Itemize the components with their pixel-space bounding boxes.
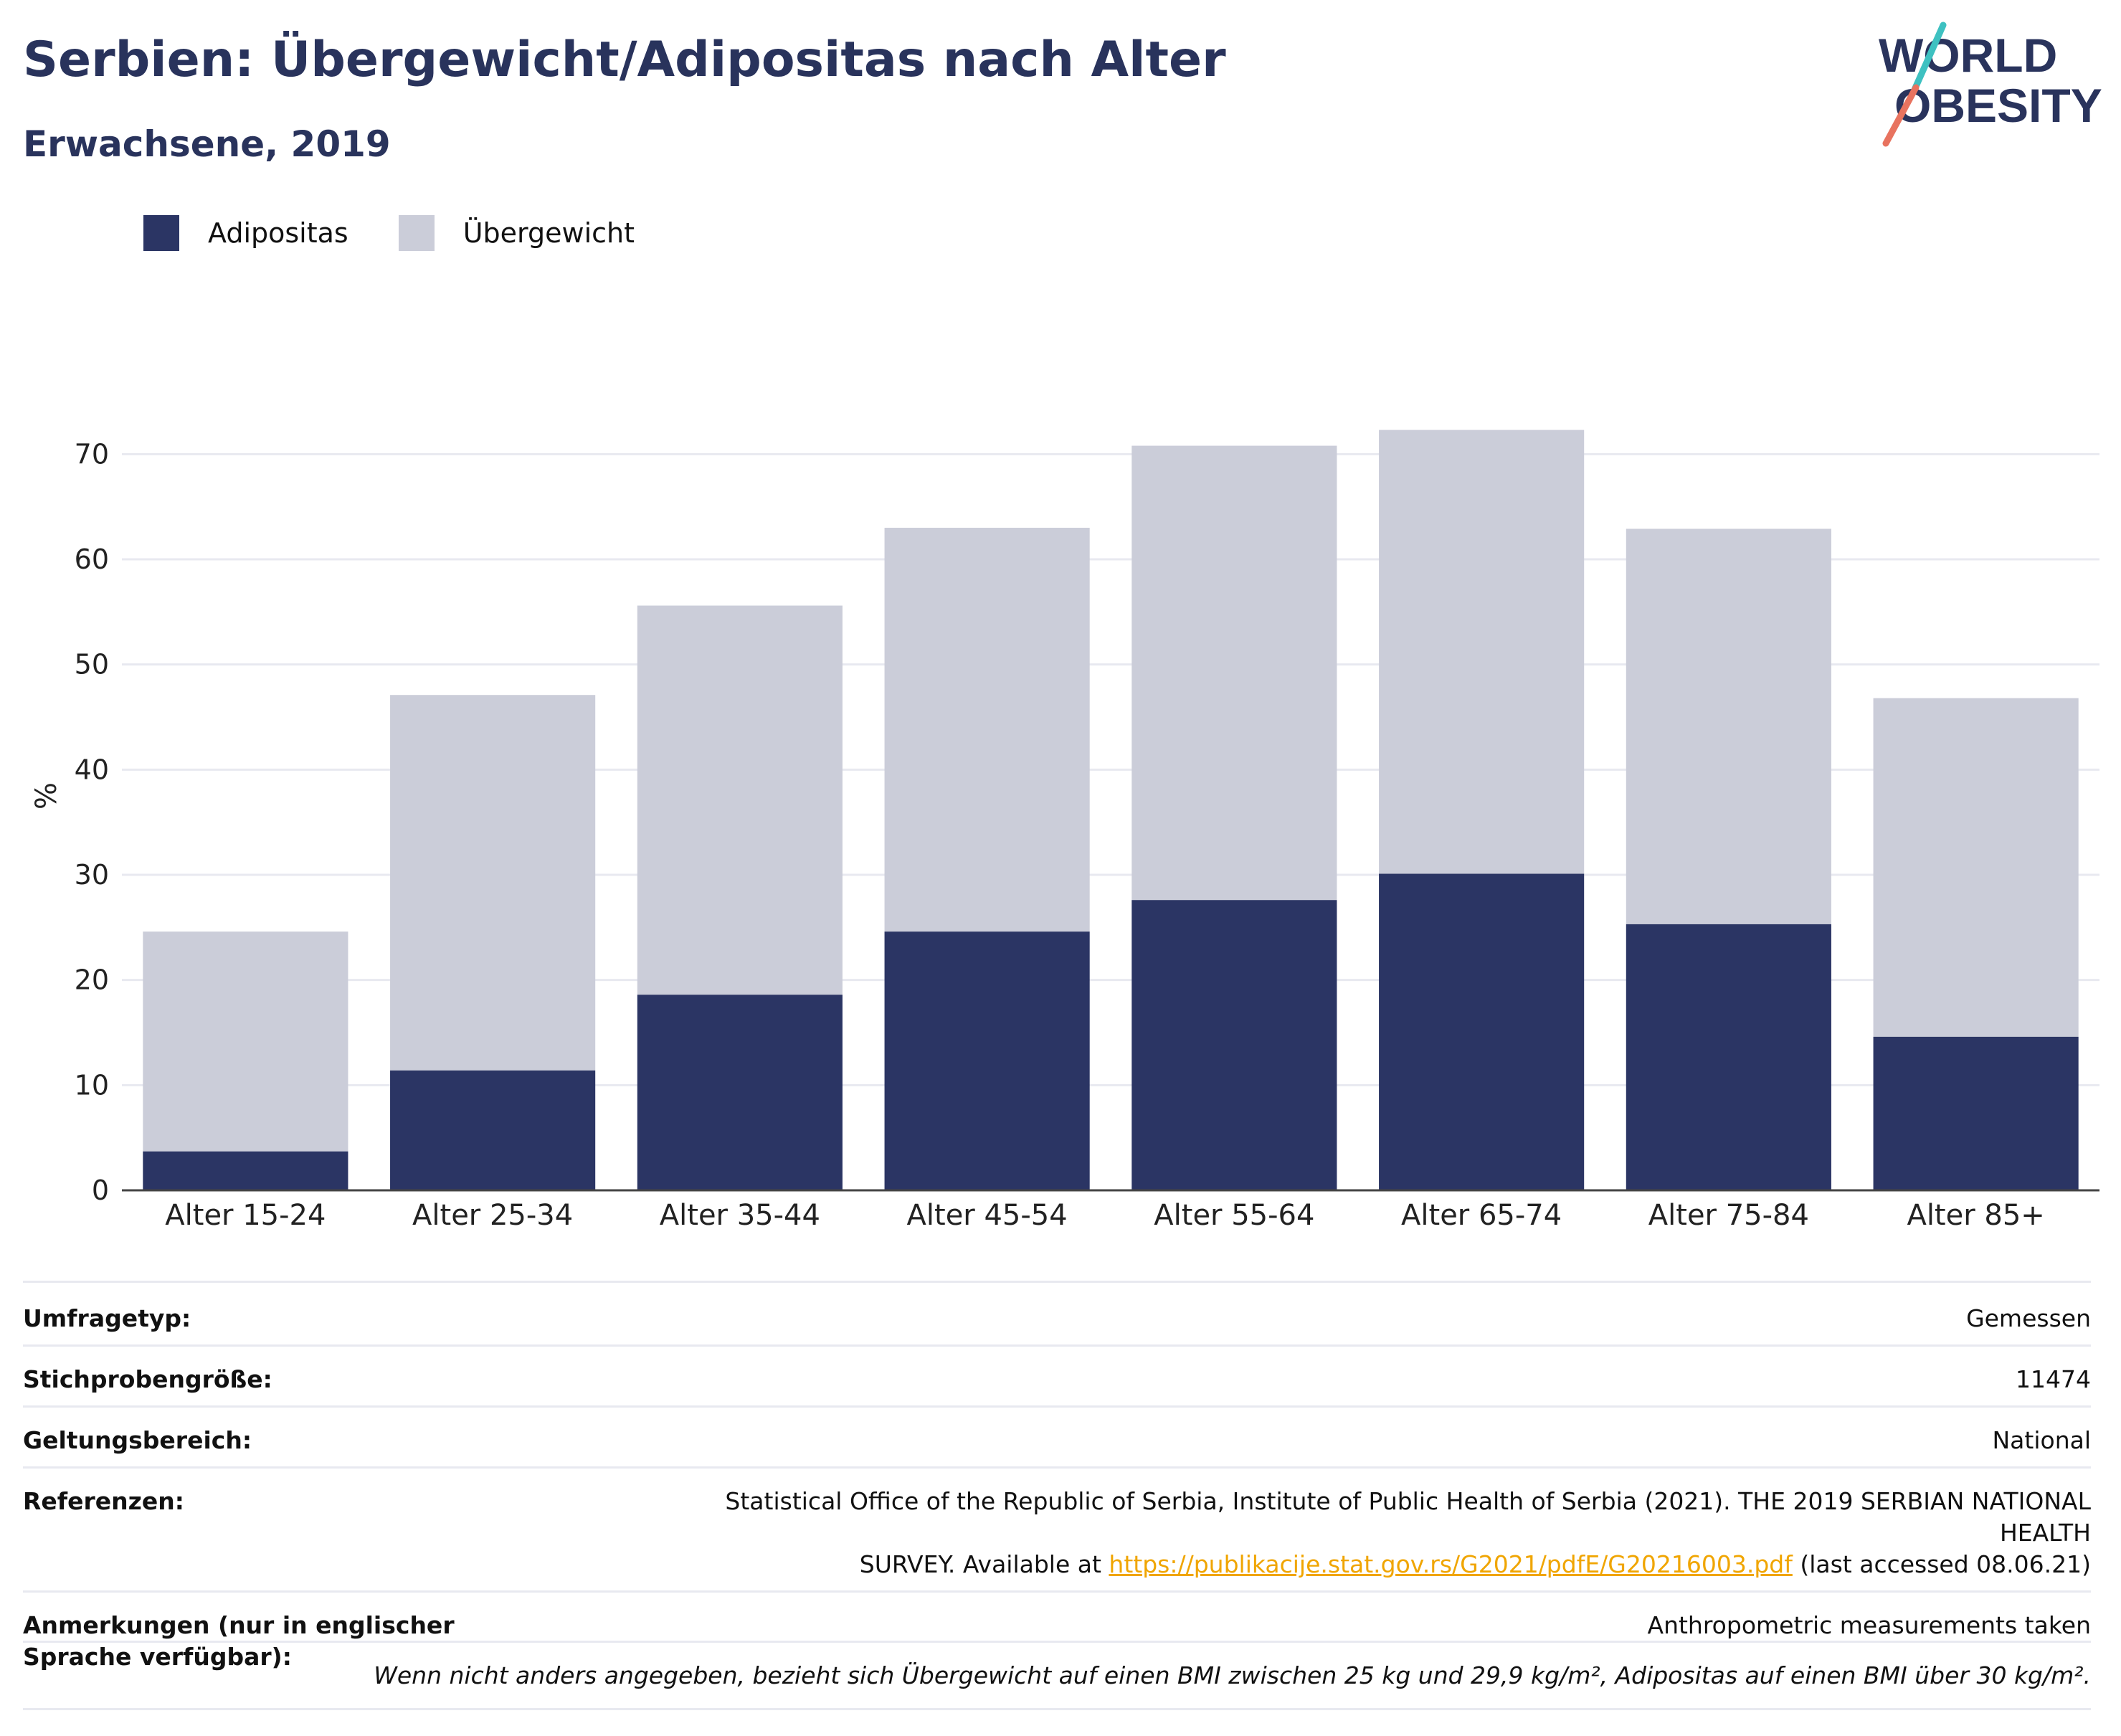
references-line-2-before: SURVEY. Available at <box>859 1550 1109 1578</box>
bar-obesity <box>1626 924 1831 1190</box>
world-obesity-logo: WORLD OBESITY <box>1879 22 2102 147</box>
y-tick-label: 10 <box>75 1069 109 1101</box>
stacked-bar-chart: 0 10 20 30 40 50 60 70% Alter 15-24 Alter 25-34 Al… <box>30 430 2099 1232</box>
x-tick-label: Alter 15-24 <box>165 1199 326 1232</box>
info-value-sample-size: 11474 <box>2016 1365 2091 1393</box>
x-tick-label: Alter 35-44 <box>660 1199 820 1232</box>
references-link[interactable]: https://publikacije.stat.gov.rs/G2021/pd… <box>1109 1550 1793 1578</box>
legend-label-obesity: Adipositas <box>208 217 348 249</box>
legend-swatch-overweight <box>398 215 435 251</box>
info-value-notes: Anthropometric measurements taken <box>1647 1611 2092 1639</box>
info-label-notes: Anmerkungen (nur in englischer Sprache v… <box>23 1611 455 1671</box>
x-tick-label: Alter 65-74 <box>1401 1199 1562 1232</box>
bar-obesity <box>1131 900 1337 1190</box>
references-line-2-after: (last accessed 08.06.21) <box>1792 1550 2091 1578</box>
y-tick-label: 50 <box>75 649 109 680</box>
info-row-notes: Anmerkungen (nur in englischer Sprache v… <box>23 1590 2091 1683</box>
info-row-sample-size: Stichprobengröße: 11474 <box>23 1344 2091 1405</box>
bar-overweight <box>1131 445 1337 901</box>
info-label-sample-size: Stichprobengröße: <box>23 1365 272 1393</box>
bar-obesity <box>884 931 1090 1190</box>
page-subtitle: Erwachsene, 2019 <box>23 123 391 165</box>
y-tick-label: 40 <box>75 754 109 785</box>
logo-slash-coral <box>1882 84 1920 147</box>
y-tick-label: 60 <box>75 544 109 575</box>
logo-word-world: WORLD <box>1879 29 2057 82</box>
y-axis-label: % <box>30 782 63 810</box>
y-tick-label: 70 <box>75 438 109 470</box>
bar-obesity <box>1379 873 1585 1190</box>
info-label-survey-type: Umfragetyp: <box>23 1304 191 1332</box>
info-label-references: Referenzen: <box>23 1487 184 1515</box>
bar-obesity <box>1873 1036 2079 1190</box>
x-tick-label: Alter 55-64 <box>1154 1199 1314 1232</box>
legend-item-overweight[interactable]: Übergewicht <box>398 215 635 251</box>
footnote: Wenn nicht anders angegeben, bezieht sic… <box>23 1641 2091 1710</box>
x-tick-label: Alter 75-84 <box>1648 1199 1809 1232</box>
info-row-references: Referenzen: Statistical Office of the Re… <box>23 1466 2091 1590</box>
references-line-1: Statistical Office of the Republic of Se… <box>725 1487 2091 1547</box>
bar-obesity <box>637 995 843 1190</box>
info-value-scope: National <box>1992 1426 2091 1454</box>
page-title: Serbien: Übergewicht/Adipositas nach Alt… <box>23 32 1226 88</box>
logo-word-obesity: OBESITY <box>1894 79 2102 132</box>
info-table: Umfragetyp: Gemessen Stichprobengröße: 1… <box>23 1281 2091 1683</box>
bar-overweight <box>884 528 1090 932</box>
legend-label-overweight: Übergewicht <box>462 217 635 249</box>
bar-overweight <box>1626 528 1831 924</box>
legend-item-obesity[interactable]: Adipositas <box>143 215 348 251</box>
info-value-references: Statistical Office of the Republic of Se… <box>668 1486 2091 1580</box>
x-tick-label: Alter 25-34 <box>412 1199 573 1232</box>
info-row-scope: Geltungsbereich: National <box>23 1405 2091 1466</box>
y-tick-label: 30 <box>75 859 109 891</box>
logo-slash-teal <box>1911 22 1947 93</box>
bar-overweight <box>390 695 596 1071</box>
info-value-survey-type: Gemessen <box>1966 1304 2091 1332</box>
bar-overweight <box>1379 430 1585 874</box>
bar-obesity <box>143 1151 348 1190</box>
bar-obesity <box>390 1070 596 1190</box>
legend-swatch-obesity <box>143 215 179 251</box>
x-tick-label: Alter 45-54 <box>907 1199 1068 1232</box>
bar-overweight <box>1873 698 2079 1037</box>
bar-overweight <box>637 605 843 995</box>
info-label-scope: Geltungsbereich: <box>23 1426 252 1454</box>
info-row-survey-type: Umfragetyp: Gemessen <box>23 1281 2091 1344</box>
chart-legend: Adipositas Übergewicht <box>143 215 685 251</box>
bar-overweight <box>143 931 348 1152</box>
y-tick-label: 0 <box>92 1175 109 1206</box>
y-tick-label: 20 <box>75 964 109 996</box>
x-tick-label: Alter 85+ <box>1907 1199 2044 1232</box>
